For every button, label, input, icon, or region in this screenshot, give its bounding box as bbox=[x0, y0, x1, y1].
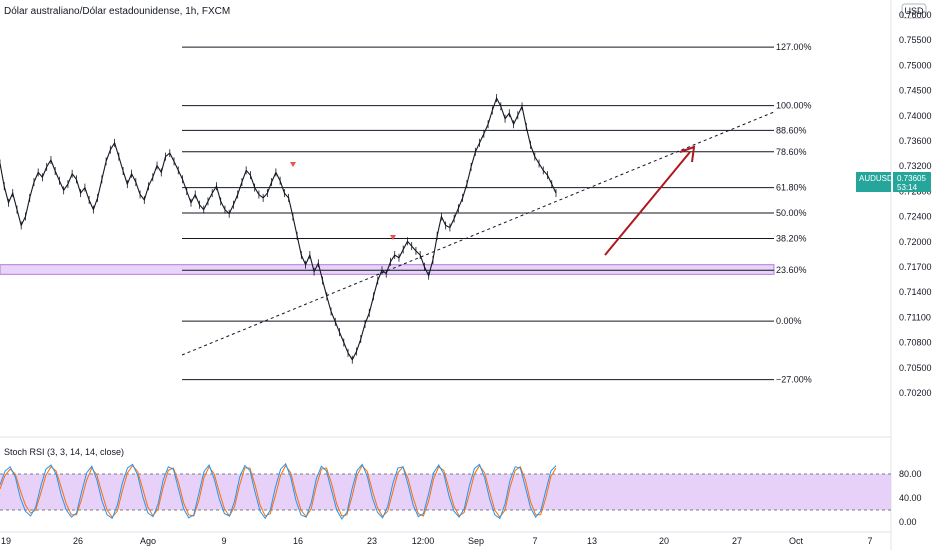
price-tick-label: 0.71700 bbox=[899, 262, 932, 272]
time-tick-label: Ago bbox=[140, 536, 156, 546]
stoch-rsi-series bbox=[0, 462, 891, 520]
time-tick-label: 9 bbox=[221, 536, 226, 546]
marker-low-icon bbox=[390, 235, 396, 240]
price-tick-label: 0.70500 bbox=[899, 363, 932, 373]
time-tick-label: 16 bbox=[293, 536, 303, 546]
price-label-countdown: 53:14 bbox=[897, 183, 918, 192]
fib-level-label: 50.00% bbox=[776, 208, 807, 218]
fib-level-label: 88.60% bbox=[776, 125, 807, 135]
price-tick-label: 0.75500 bbox=[899, 35, 932, 45]
price-tick-label: 0.72400 bbox=[899, 212, 932, 222]
price-tick-label: 0.76000 bbox=[899, 10, 932, 20]
fibonacci-retracement[interactable]: 127.00% 100.00% 88.60% 78.60% 61.80% 50.00% 38… bbox=[182, 42, 812, 385]
price-tick-label: 0.72000 bbox=[899, 237, 932, 247]
time-tick-label: 12:00 bbox=[412, 536, 435, 546]
price-tick-label: 0.71400 bbox=[899, 287, 932, 297]
fib-level-label: 23.60% bbox=[776, 265, 807, 275]
time-tick-label: 13 bbox=[587, 536, 597, 546]
time-tick-label: 19 bbox=[1, 536, 11, 546]
price-tick-label: 0.70200 bbox=[899, 388, 932, 398]
time-tick-label: 23 bbox=[367, 536, 377, 546]
dashed-trendline[interactable] bbox=[181, 111, 775, 356]
indicator-tick-label: 80.00 bbox=[899, 469, 922, 479]
fib-level-label: 78.60% bbox=[776, 147, 807, 157]
price-label-box bbox=[893, 172, 931, 192]
price-tick-label: 0.70800 bbox=[899, 338, 932, 348]
price-tick-label: 0.73600 bbox=[899, 136, 932, 146]
price-tag bbox=[856, 172, 891, 192]
fib-level-label: 0.00% bbox=[776, 316, 802, 326]
price-tick-label: 0.74500 bbox=[899, 86, 932, 96]
stoch-k-line bbox=[0, 462, 557, 520]
currency-label: USD bbox=[904, 6, 924, 16]
fib-level-label: 127.00% bbox=[776, 42, 812, 52]
price-series bbox=[0, 94, 557, 364]
price-tick-label: 0.74000 bbox=[899, 111, 932, 121]
time-tick-label: 27 bbox=[732, 536, 742, 546]
price-tick-label: 0.71100 bbox=[899, 312, 931, 322]
time-tick-label: Oct bbox=[789, 536, 804, 546]
price-label-value: 0.73605 bbox=[897, 174, 926, 183]
price-tick-label: 0.75000 bbox=[899, 60, 932, 70]
time-tick-label: 7 bbox=[532, 536, 537, 546]
indicator-tick-label: 0.00 bbox=[899, 517, 917, 527]
indicator-title: Stoch RSI (3, 3, 14, 14, close) bbox=[4, 447, 124, 457]
indicator-tick-label: 40.00 bbox=[899, 493, 922, 503]
time-tick-label: 20 bbox=[659, 536, 669, 546]
projection-arrow[interactable] bbox=[604, 151, 691, 256]
fib-level-label: 61.80% bbox=[776, 183, 807, 193]
marker-high-icon bbox=[290, 162, 296, 167]
time-tick-label: 26 bbox=[73, 536, 83, 546]
support-zone[interactable] bbox=[0, 264, 775, 275]
price-tick-label: 0.73200 bbox=[899, 161, 932, 171]
price-tag-symbol: AUDUSD bbox=[859, 174, 893, 183]
time-tick-label: Sep bbox=[468, 536, 484, 546]
time-axis: 19 26 Ago 9 16 23 12:00 Sep 7 13 20 27 Oct 7 bbox=[1, 536, 873, 546]
price-line bbox=[0, 96, 557, 361]
arrow-head-icon bbox=[679, 145, 696, 163]
time-tick-label: 7 bbox=[867, 536, 872, 546]
chart-title: Dólar australiano/Dólar estadounidense, … bbox=[4, 6, 230, 17]
currency-button[interactable] bbox=[901, 3, 927, 19]
fib-level-label: 100.00% bbox=[776, 101, 812, 111]
fib-level-label: −27.00% bbox=[776, 375, 812, 385]
fib-level-label: 38.20% bbox=[776, 234, 807, 244]
indicator-axis: 80.00 40.00 0.00 bbox=[899, 469, 922, 527]
